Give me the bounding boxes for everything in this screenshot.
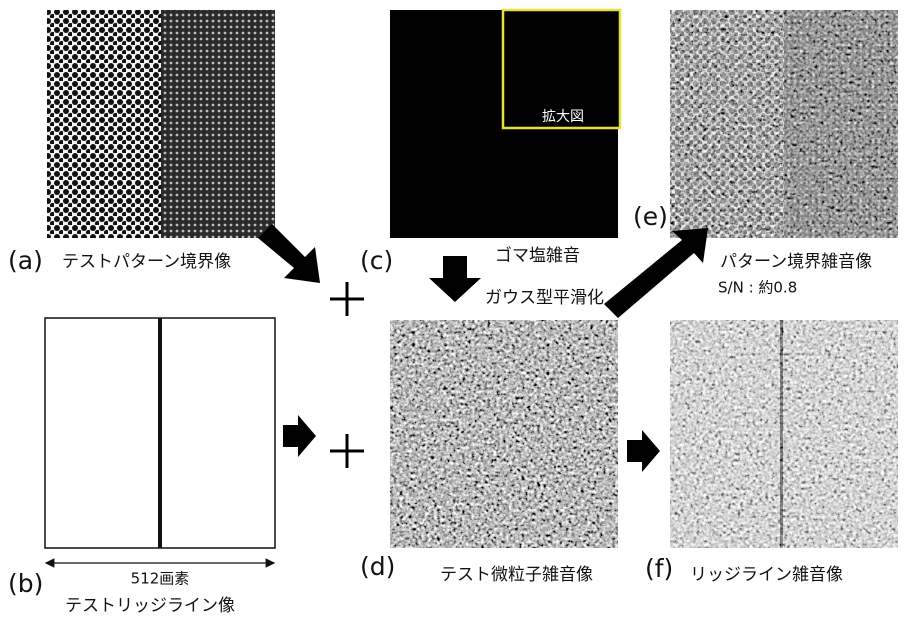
panel-tag: (c) [360,246,393,275]
panel-tag: (f) [645,554,673,583]
step-label: ガウス型平滑化 [485,288,604,308]
diagram: (a) テストパターン境界像 (b) テストリッジライン像 512画素 (c) … [0,0,904,621]
panel-tag: (b) [8,569,43,598]
image-f [670,320,898,548]
scale-label: 512画素 [131,570,190,588]
plus-signs [330,282,364,468]
panel-caption: テスト微粒子雑音像 [440,565,593,585]
panel-tag: (e) [633,202,668,231]
panel-caption: ゴマ塩雑音 [495,245,580,266]
image-a [47,10,275,238]
inset-label: 拡大図 [542,109,584,125]
panel-tag: (a) [8,246,43,275]
panel-caption: テストパターン境界像 [62,252,231,272]
panel-caption: リッジライン雑音像 [690,565,843,585]
image-c [390,10,620,238]
sn-note: S/N : 約0.8 [718,279,797,297]
image-d [390,320,618,548]
panel-caption: パターン境界雑音像 [720,252,872,272]
panel-caption: テストリッジライン像 [65,596,235,616]
image-e [670,10,898,238]
image-b [45,318,275,548]
panel-tag: (d) [360,552,395,581]
